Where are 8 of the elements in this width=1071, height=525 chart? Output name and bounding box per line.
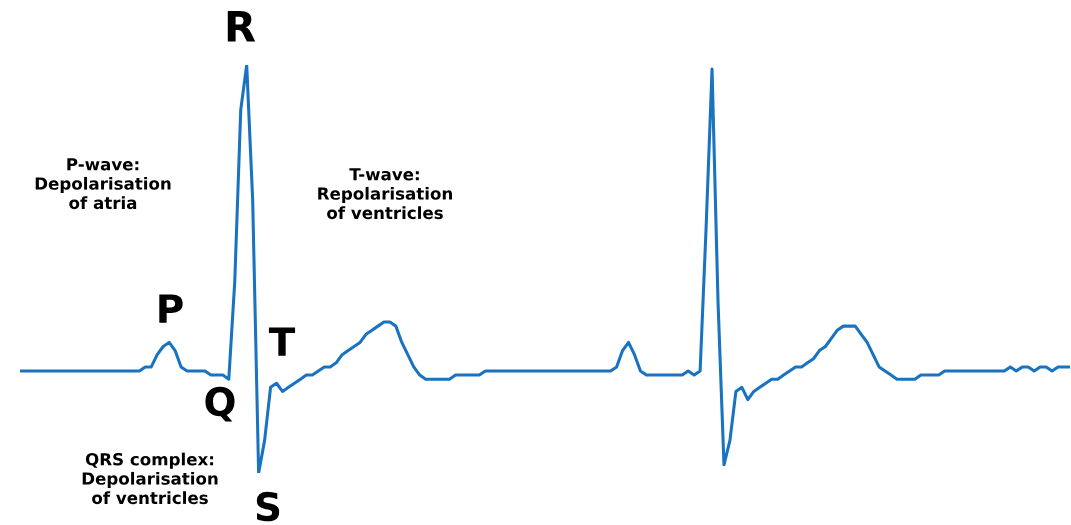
annotation: P (159, 294, 183, 323)
annotation: T (268, 327, 296, 356)
text: R (227, 11, 256, 42)
annotation: Q (205, 386, 235, 422)
annotation: QRS complex: Depolarisation of ventricles (82, 452, 218, 505)
text: S (256, 491, 280, 522)
annotation: T-wave: Repolarisation of ventricles (318, 168, 452, 220)
annotation: P-wave: Depolarisation of atria (35, 158, 171, 210)
